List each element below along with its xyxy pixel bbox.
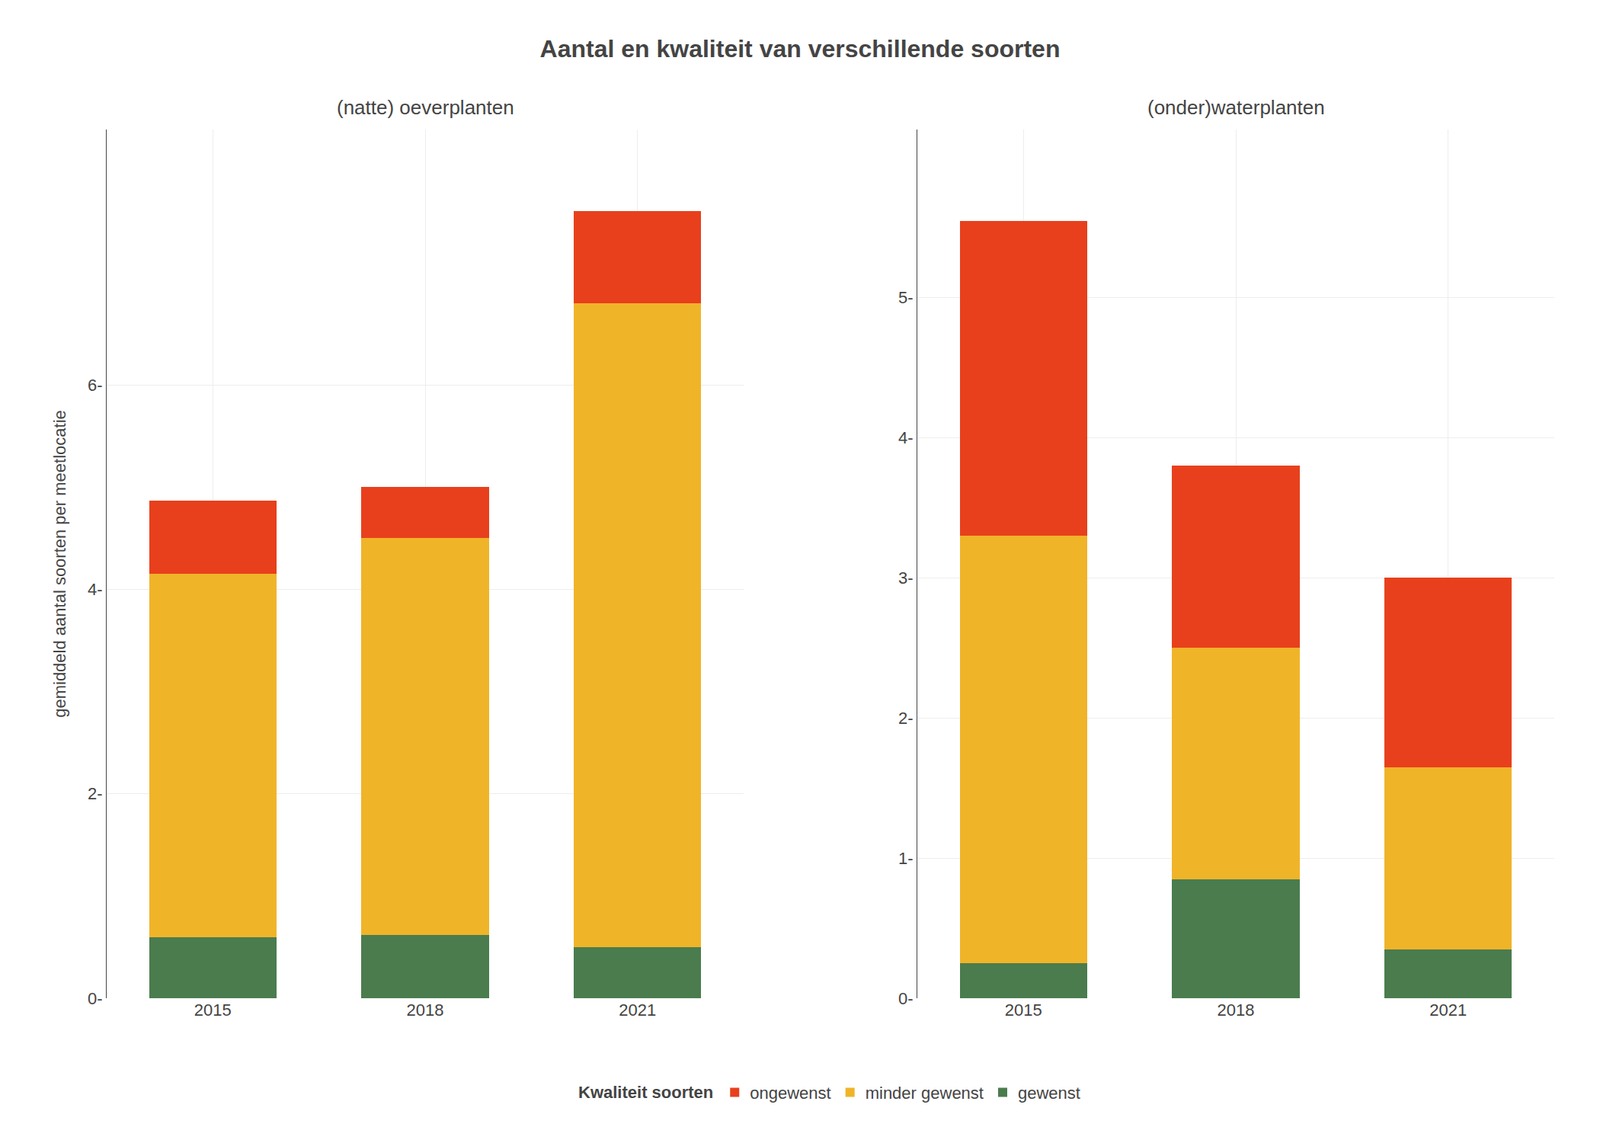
svg-text:2015: 2015	[1004, 1000, 1043, 1020]
svg-text:4-: 4-	[87, 579, 103, 599]
svg-text:ongewenst: ongewenst	[749, 1083, 831, 1103]
svg-text:3-: 3-	[898, 568, 914, 588]
svg-text:2-: 2-	[87, 784, 103, 804]
svg-text:2021: 2021	[618, 1000, 656, 1020]
svg-text:Aantal en kwaliteit van versch: Aantal en kwaliteit van verschillende so…	[540, 35, 1061, 63]
svg-text:minder gewenst: minder gewenst	[865, 1083, 984, 1103]
svg-text:2-: 2-	[898, 708, 914, 728]
svg-text:Kwaliteit soorten: Kwaliteit soorten	[578, 1082, 714, 1102]
svg-text:1-: 1-	[898, 848, 914, 868]
svg-text:0-: 0-	[87, 988, 103, 1008]
svg-text:(natte) oeverplanten: (natte) oeverplanten	[336, 96, 515, 119]
svg-text:gemiddeld aantal soorten per m: gemiddeld aantal soorten per meetlocatie	[50, 409, 70, 718]
svg-text:2015: 2015	[194, 1000, 232, 1020]
svg-text:2021: 2021	[1429, 1000, 1467, 1020]
svg-text:0-: 0-	[898, 988, 914, 1008]
svg-text:2018: 2018	[406, 1000, 445, 1020]
svg-text:6-: 6-	[87, 375, 103, 395]
svg-text:(onder)waterplanten: (onder)waterplanten	[1147, 96, 1325, 119]
svg-text:5-: 5-	[898, 288, 914, 308]
svg-text:2018: 2018	[1217, 1000, 1255, 1020]
svg-text:4-: 4-	[898, 428, 914, 448]
svg-text:gewenst: gewenst	[1017, 1083, 1081, 1103]
